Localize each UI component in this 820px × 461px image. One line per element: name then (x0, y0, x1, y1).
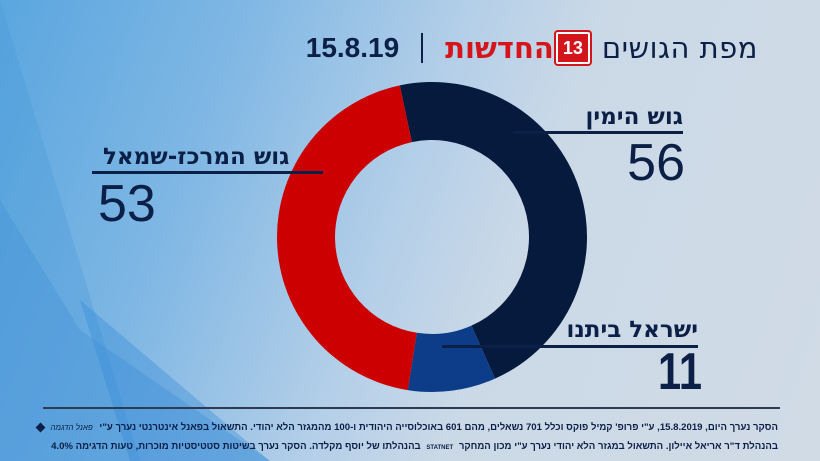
connector-right-bloc (513, 131, 683, 134)
party-name: ישראל ביתנו (566, 317, 698, 343)
label-yisrael-beytenu: ישראל ביתנו (566, 317, 698, 343)
footer-divider (43, 407, 780, 409)
value-center-left-bloc: 53 (98, 178, 156, 230)
poll-date: 15.8.19 (305, 32, 400, 63)
channel-13-logo-icon: 13 (555, 32, 590, 64)
panel-logo: פאנל הדגמה (50, 423, 93, 432)
footer-line-1: הסקר נערך היום, 15.8.2019, ע"י פרופ' קמי… (35, 418, 778, 437)
diamond-icon (35, 422, 46, 433)
poll-methodology-note: הסקר נערך היום, 15.8.2019, ע"י פרופ' קמי… (35, 418, 778, 458)
segment-right-bloc (399, 82, 587, 379)
segment-center-left-bloc (277, 85, 417, 391)
value-right-bloc: 56 (627, 137, 685, 189)
label-right-bloc: גוש הימין (585, 104, 683, 130)
statnet-logo: STATNET (426, 445, 454, 451)
connector-center-left-bloc (92, 171, 323, 174)
bloc-name: גוש הימין (585, 104, 683, 130)
seat-count: 53 (98, 175, 156, 233)
seat-count: 11 (658, 343, 702, 401)
segment-yisrael-beytenu (407, 325, 496, 392)
channel-brand: החדשות 13 (445, 31, 590, 65)
bloc-name: גוש המרכז-שמאל (103, 144, 290, 170)
title-divider (421, 33, 424, 63)
seat-count: 56 (627, 134, 685, 192)
brand-text: החדשות (445, 31, 554, 65)
label-center-left-bloc: גוש המרכז-שמאל (103, 144, 289, 170)
page-title: מפת הגושים (601, 31, 758, 65)
footer-line-2: בהנהלת ד"ר אריאל איילון. התשאול במגזר הל… (51, 441, 778, 452)
header: מפת הגושים החדשות 13 15.8.19 (306, 28, 758, 68)
connector-yisrael-beytenu (442, 345, 698, 348)
value-yisrael-beytenu: 11 (647, 346, 702, 398)
